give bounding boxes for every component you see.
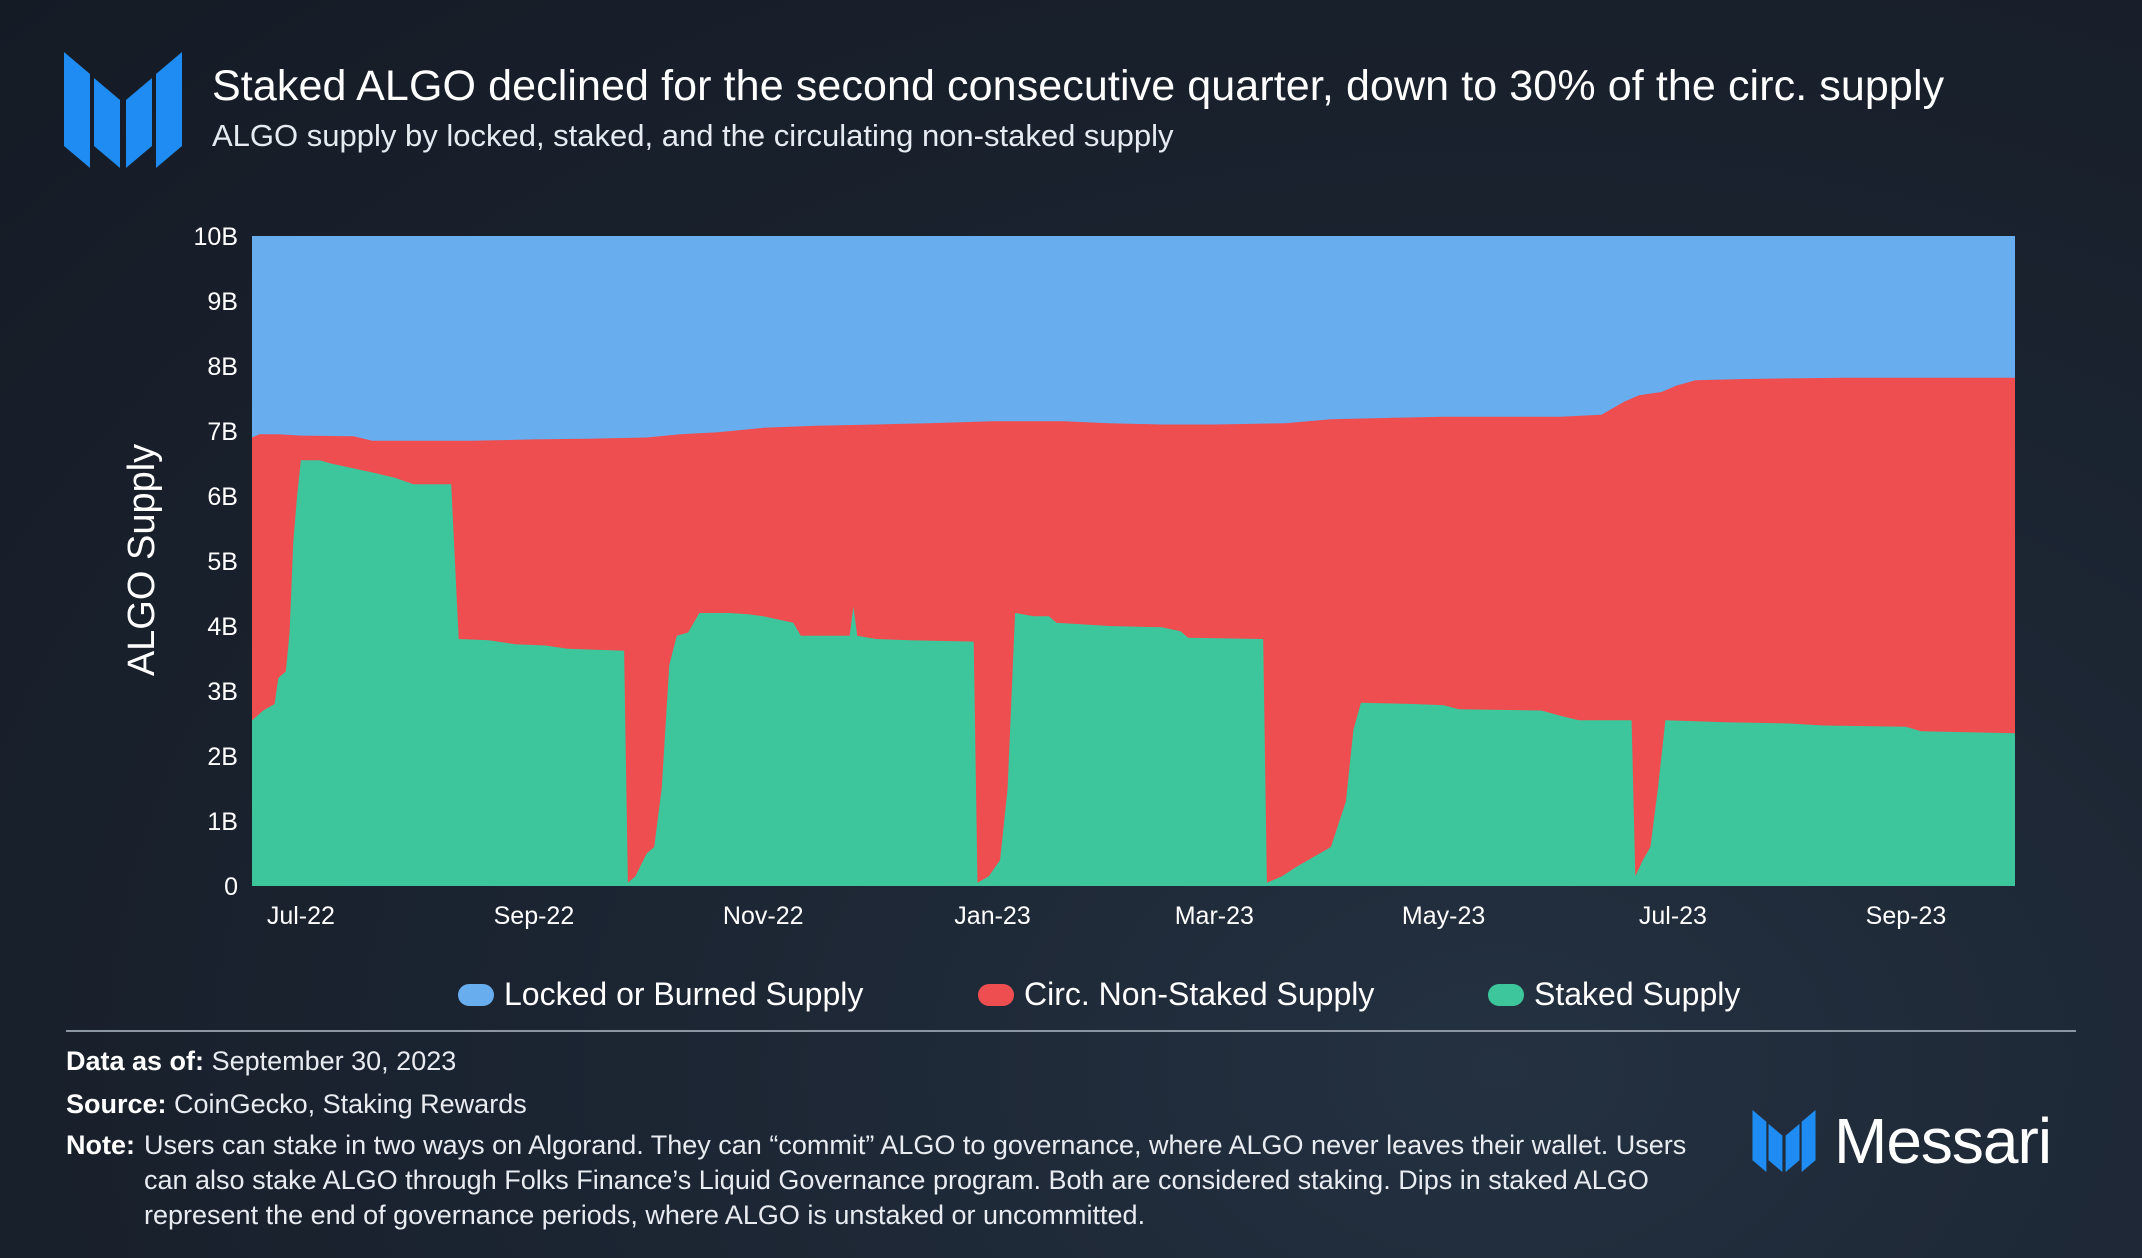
source-label: Source:: [66, 1089, 167, 1119]
legend-label-circ-non-staked: Circ. Non-Staked Supply: [1024, 976, 1375, 1012]
legend-label-staked: Staked Supply: [1534, 976, 1741, 1012]
y-tick-label: 9B: [207, 288, 238, 316]
y-tick-label: 0: [224, 873, 238, 901]
area-staked-supply: [252, 460, 2015, 886]
y-tick-label: 2B: [207, 743, 238, 771]
y-tick-label: 10B: [194, 223, 238, 251]
legend-swatch-circ-non-staked: [978, 983, 1014, 1006]
data-as-of-label: Data as of:: [66, 1046, 205, 1076]
y-tick-label: 5B: [207, 548, 238, 576]
x-tick-label: Mar-23: [1175, 902, 1254, 930]
legend-item-locked[interactable]: Locked or Burned Supply: [458, 976, 863, 1013]
chart-subtitle: ALGO supply by locked, staked, and the c…: [212, 118, 1174, 153]
note-text: Users can stake in two ways on Algorand.…: [144, 1130, 1687, 1230]
x-tick-label: Jul-23: [1639, 902, 1707, 930]
data-as-of-value: September 30, 2023: [211, 1046, 457, 1076]
messari-brand-icon: [1752, 1110, 1816, 1172]
y-tick-label: 8B: [207, 353, 238, 381]
source: Source: CoinGecko, Staking Rewards: [66, 1089, 527, 1120]
y-tick-label: 7B: [207, 418, 238, 446]
x-tick-label: Nov-22: [723, 902, 804, 930]
y-tick-label: 4B: [207, 613, 238, 641]
y-axis-label: ALGO Supply: [121, 444, 163, 676]
y-tick-label: 6B: [207, 483, 238, 511]
legend-item-staked[interactable]: Staked Supply: [1488, 976, 1740, 1013]
source-value: CoinGecko, Staking Rewards: [174, 1089, 527, 1119]
y-tick-label: 3B: [207, 678, 238, 706]
x-tick-label: Sep-22: [494, 902, 575, 930]
x-tick-label: May-23: [1402, 902, 1485, 930]
note-label: Note:: [66, 1130, 135, 1160]
brand-name: Messari: [1834, 1105, 2052, 1177]
x-tick-label: Jan-23: [954, 902, 1030, 930]
chart-title: Staked ALGO declined for the second cons…: [212, 62, 1945, 110]
messari-logo-icon: [64, 52, 182, 168]
messari-brand: Messari: [1752, 1104, 2052, 1178]
legend-swatch-locked: [458, 983, 494, 1006]
footer-divider: [66, 1030, 2076, 1032]
legend-swatch-staked: [1488, 983, 1524, 1006]
chart-legend: Locked or Burned Supply Circ. Non-Staked…: [0, 976, 2142, 1020]
legend-label-locked: Locked or Burned Supply: [504, 976, 864, 1012]
y-tick-label: 1B: [207, 808, 238, 836]
data-as-of: Data as of: September 30, 2023: [66, 1046, 456, 1077]
stacked-area-chart: 0 1B 2B 3B 4B 5B 6B 7B 8B 9B 10B Jul-22 Sep-22 Nov-2…: [121, 223, 2015, 930]
legend-item-circ-non-staked[interactable]: Circ. Non-Staked Supply: [978, 976, 1374, 1013]
x-tick-label: Jul-22: [267, 902, 335, 930]
x-tick-label: Sep-23: [1866, 902, 1947, 930]
